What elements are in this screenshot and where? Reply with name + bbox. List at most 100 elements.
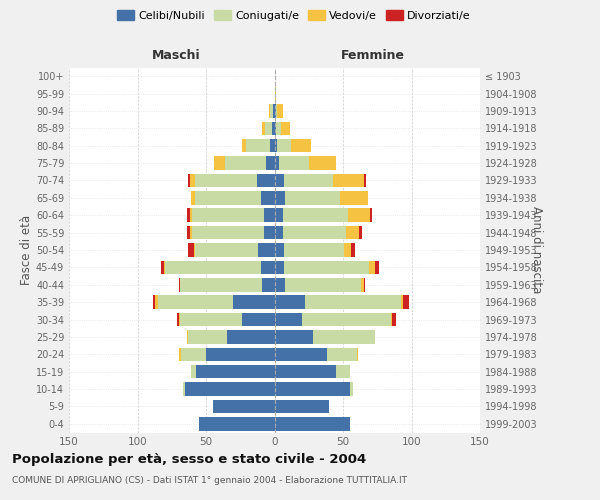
- Bar: [346, 226, 359, 239]
- Bar: [275, 330, 313, 344]
- Bar: [195, 243, 258, 257]
- Bar: [152, 296, 155, 309]
- Y-axis label: Fasce di età: Fasce di età: [20, 215, 33, 285]
- Bar: [275, 278, 286, 291]
- Bar: [275, 156, 278, 170]
- Bar: [188, 243, 194, 257]
- Bar: [187, 226, 190, 239]
- Bar: [227, 330, 275, 344]
- Bar: [361, 278, 364, 291]
- Bar: [276, 104, 277, 118]
- Bar: [262, 122, 265, 135]
- Bar: [370, 208, 372, 222]
- Bar: [261, 191, 275, 204]
- Bar: [273, 104, 275, 118]
- Bar: [190, 174, 195, 188]
- Bar: [225, 156, 266, 170]
- Bar: [283, 208, 349, 222]
- Bar: [374, 260, 379, 274]
- Bar: [183, 382, 185, 396]
- Bar: [278, 156, 309, 170]
- Bar: [275, 312, 302, 326]
- Bar: [196, 365, 275, 378]
- Text: Femmine: Femmine: [341, 49, 405, 62]
- Bar: [351, 243, 355, 257]
- Bar: [275, 122, 276, 135]
- Bar: [179, 278, 180, 291]
- Bar: [275, 348, 326, 361]
- Bar: [283, 226, 346, 239]
- Text: Popolazione per età, sesso e stato civile - 2004: Popolazione per età, sesso e stato civil…: [12, 452, 366, 466]
- Bar: [263, 208, 275, 222]
- Bar: [272, 122, 275, 135]
- Bar: [214, 156, 225, 170]
- Bar: [326, 348, 356, 361]
- Bar: [269, 104, 271, 118]
- Bar: [286, 278, 361, 291]
- Bar: [284, 174, 334, 188]
- Bar: [275, 104, 276, 118]
- Bar: [179, 312, 180, 326]
- Bar: [246, 139, 271, 152]
- Y-axis label: Anni di nascita: Anni di nascita: [530, 206, 543, 294]
- Bar: [185, 382, 275, 396]
- Bar: [191, 191, 195, 204]
- Bar: [275, 260, 284, 274]
- Bar: [165, 260, 261, 274]
- Bar: [359, 226, 362, 239]
- Bar: [281, 122, 290, 135]
- Bar: [271, 104, 273, 118]
- Bar: [369, 260, 374, 274]
- Bar: [392, 312, 397, 326]
- Bar: [305, 296, 401, 309]
- Bar: [275, 139, 277, 152]
- Bar: [262, 278, 275, 291]
- Bar: [257, 174, 275, 188]
- Bar: [190, 208, 193, 222]
- Bar: [284, 260, 369, 274]
- Bar: [275, 365, 336, 378]
- Bar: [161, 260, 164, 274]
- Bar: [188, 174, 190, 188]
- Bar: [275, 191, 286, 204]
- Bar: [356, 348, 358, 361]
- Bar: [391, 312, 392, 326]
- Bar: [242, 139, 246, 152]
- Bar: [258, 243, 275, 257]
- Bar: [180, 312, 242, 326]
- Bar: [195, 174, 257, 188]
- Bar: [275, 226, 283, 239]
- Bar: [275, 382, 350, 396]
- Bar: [263, 226, 275, 239]
- Bar: [336, 365, 350, 378]
- Bar: [195, 191, 261, 204]
- Bar: [275, 296, 305, 309]
- Bar: [309, 156, 336, 170]
- Bar: [334, 174, 364, 188]
- Bar: [277, 104, 283, 118]
- Bar: [275, 208, 283, 222]
- Bar: [276, 122, 281, 135]
- Bar: [233, 296, 275, 309]
- Bar: [364, 174, 366, 188]
- Bar: [275, 87, 276, 101]
- Bar: [164, 260, 165, 274]
- Bar: [284, 243, 344, 257]
- Bar: [193, 208, 263, 222]
- Bar: [340, 191, 368, 204]
- Bar: [181, 348, 206, 361]
- Bar: [187, 208, 190, 222]
- Text: COMUNE DI APRIGLIANO (CS) - Dati ISTAT 1° gennaio 2004 - Elaborazione TUTTITALIA: COMUNE DI APRIGLIANO (CS) - Dati ISTAT 1…: [12, 476, 407, 485]
- Bar: [180, 278, 262, 291]
- Legend: Celibi/Nubili, Coniugati/e, Vedovi/e, Divorziati/e: Celibi/Nubili, Coniugati/e, Vedovi/e, Di…: [113, 6, 475, 25]
- Bar: [188, 330, 227, 344]
- Bar: [191, 365, 196, 378]
- Bar: [313, 330, 374, 344]
- Bar: [271, 139, 275, 152]
- Bar: [302, 312, 391, 326]
- Bar: [261, 260, 275, 274]
- Bar: [349, 208, 370, 222]
- Bar: [364, 278, 365, 291]
- Bar: [155, 296, 158, 309]
- Bar: [266, 156, 275, 170]
